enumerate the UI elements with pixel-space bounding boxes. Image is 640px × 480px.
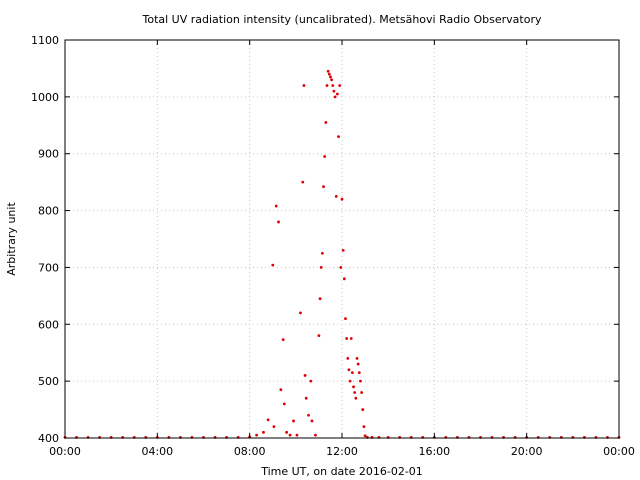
data-point [350,371,354,375]
data-point [344,317,347,320]
data-point [304,396,308,400]
y-tick-label: 800 [38,205,59,218]
data-point [340,197,344,201]
data-point [307,413,310,417]
x-tick-label: 04:00 [141,445,173,458]
data-point [324,121,328,124]
plot-frame [64,39,620,439]
x-tick-label: 20:00 [511,445,543,458]
data-point [348,379,352,383]
data-point [295,433,299,437]
y-tick-label: 400 [38,432,59,445]
data-point [301,180,305,184]
data-point [339,266,343,269]
x-tick-label: 16:00 [418,445,450,458]
data-point [325,84,329,87]
data-point [302,84,306,87]
y-tick-label: 1000 [31,91,59,104]
x-tick-label: 00:00 [603,445,635,458]
data-point [353,391,357,394]
data-point [349,337,353,340]
data-point [337,135,340,139]
y-axis-ticks: 400 500 600 700 800 900 1000 1100 [31,34,619,445]
data-point [341,248,345,252]
data-point [262,430,265,434]
data-point [266,418,270,422]
data-point [352,385,355,389]
y-tick-label: 1100 [31,34,59,47]
y-tick-label: 900 [38,148,59,161]
data-point [288,433,292,437]
chart-title: Total UV radiation intensity (uncalibrat… [142,13,542,26]
data-point [327,72,331,76]
data-points [63,69,621,439]
data-point [346,357,350,360]
data-point [363,434,367,438]
x-axis-ticks: 00:00 04:00 08:00 12:00 16:00 20:00 00:00 [49,40,635,458]
data-point [317,334,321,338]
data-point [299,311,302,315]
data-point [274,204,278,208]
x-tick-label: 00:00 [49,445,81,458]
data-point [323,155,327,158]
data-point [345,337,349,340]
data-point [354,396,358,400]
data-point [303,374,307,377]
data-point [285,430,288,434]
data-point [342,277,346,281]
y-tick-label: 600 [38,318,59,331]
data-point [318,297,322,301]
data-point [335,92,339,96]
data-point [292,419,295,423]
grid-lines [65,40,619,438]
data-point [347,368,351,372]
data-point [334,194,338,198]
data-point [360,391,364,394]
data-point [361,408,365,411]
data-point [356,362,360,366]
data-point [322,185,325,189]
data-point [314,433,317,437]
data-point [309,379,313,383]
data-point [271,263,275,267]
data-point [310,419,314,423]
data-point [272,425,276,429]
y-tick-label: 500 [38,375,59,388]
y-axis-label: Arbitrary unit [5,202,18,276]
data-point [332,89,336,93]
data-point [357,371,361,375]
data-point [355,357,359,360]
data-point [330,78,334,82]
data-point [320,251,324,255]
data-point [326,69,330,73]
x-tick-label: 08:00 [234,445,266,458]
data-point [359,379,362,383]
x-axis-label: Time UT, on date 2016-02-01 [260,465,423,478]
data-point [279,388,283,392]
data-point [282,402,286,406]
data-point [333,95,337,99]
data-point [319,266,323,269]
data-point [331,84,335,87]
y-tick-label: 700 [38,261,59,274]
data-point [277,220,280,224]
data-point [329,75,332,79]
data-point [362,425,366,429]
data-point [338,84,342,87]
data-point [255,433,258,437]
x-tick-label: 12:00 [326,445,358,458]
data-point [281,338,285,342]
